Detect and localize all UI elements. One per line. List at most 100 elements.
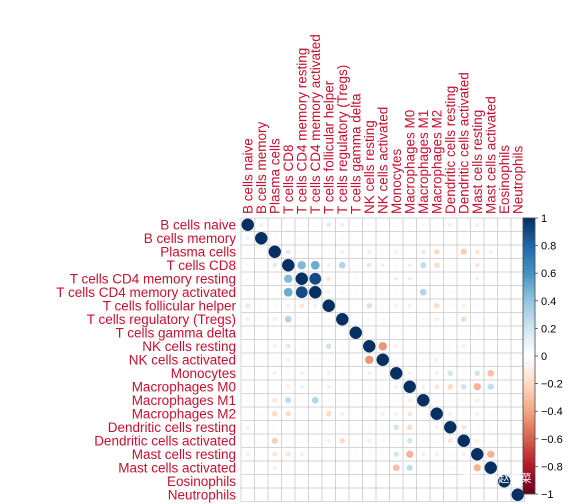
corr-circle	[475, 276, 480, 281]
corr-circle	[517, 386, 519, 388]
corr-circle	[394, 411, 399, 416]
corr-circle	[326, 438, 331, 443]
corr-circle	[340, 222, 345, 227]
corr-circle	[286, 331, 290, 335]
column-label: Monocytes	[389, 148, 404, 214]
corr-circle	[435, 344, 439, 348]
corr-circle	[354, 290, 358, 294]
correlation-circles	[241, 218, 524, 501]
column-label: Eosinophils	[497, 145, 512, 214]
column-label: Plasma cells	[267, 138, 282, 214]
corr-circle	[381, 425, 385, 429]
color-legend-ticks: 1 0.8 0.6 0.4 0.2 0 −0.2 −0.4 −0.6 −0.8 −1	[535, 213, 563, 501]
corr-circle	[327, 236, 331, 240]
corr-circle	[490, 359, 492, 361]
corr-circle	[382, 224, 384, 226]
corr-circle	[381, 304, 385, 308]
corr-circle	[448, 263, 452, 267]
corr-circle	[368, 237, 370, 239]
corr-circle	[476, 237, 478, 239]
corr-circle	[246, 371, 250, 375]
corr-circle	[328, 467, 330, 469]
corr-circle	[309, 286, 322, 299]
row-label: T cells CD4 memory activated	[56, 285, 236, 300]
corr-circle	[434, 452, 439, 457]
corr-circle	[463, 332, 465, 334]
corr-circle	[286, 466, 290, 470]
corr-circle	[284, 315, 292, 323]
corr-circle	[475, 331, 479, 335]
corr-circle	[395, 494, 397, 496]
corr-circle	[462, 277, 466, 281]
corr-circle	[340, 249, 345, 254]
corr-circle	[475, 358, 479, 362]
corr-circle	[272, 451, 278, 457]
corr-circle	[517, 291, 519, 293]
corr-circle	[327, 317, 331, 321]
corr-circle	[393, 424, 400, 431]
corr-circle	[409, 480, 411, 482]
corr-circle	[273, 425, 277, 429]
color-bar	[522, 217, 536, 495]
corr-circle	[313, 358, 317, 362]
corr-circle	[272, 465, 277, 470]
corr-circle	[355, 386, 357, 388]
corr-circle	[327, 250, 331, 254]
corr-circle	[474, 262, 480, 268]
corr-circle	[390, 367, 403, 380]
corr-circle	[417, 394, 430, 407]
corr-circle	[259, 412, 263, 416]
corr-circle	[503, 332, 505, 334]
corr-circle	[314, 251, 316, 253]
corr-circle	[490, 318, 492, 320]
corr-circle	[286, 303, 291, 308]
corr-circle	[448, 466, 452, 470]
corr-circle	[503, 399, 505, 401]
corr-circle	[461, 452, 466, 457]
corr-circle	[447, 370, 454, 377]
corr-circle	[327, 425, 331, 429]
corr-circle	[394, 276, 399, 281]
corr-circle	[328, 494, 330, 496]
corr-circle	[355, 426, 357, 428]
corr-circle	[313, 331, 317, 335]
corr-circle	[475, 344, 479, 348]
corr-circle	[407, 263, 412, 268]
corr-circle	[300, 398, 304, 402]
corr-circle	[314, 480, 316, 482]
corr-circle	[421, 384, 426, 389]
corr-circle	[421, 371, 425, 375]
corr-circle	[503, 426, 505, 428]
corr-circle	[340, 371, 344, 375]
corr-circle	[286, 223, 290, 227]
column-label: B cells memory	[254, 121, 269, 214]
corr-circle	[407, 371, 412, 376]
corr-circle	[421, 358, 425, 362]
corr-circle	[436, 494, 438, 496]
corr-circle	[297, 261, 306, 270]
corr-circle	[409, 237, 411, 239]
corr-circle	[409, 494, 411, 496]
corr-circle	[503, 224, 505, 226]
corr-circle	[490, 332, 492, 334]
corr-circle	[382, 332, 384, 334]
column-label: NK cells resting	[362, 120, 377, 214]
corr-circle	[245, 317, 250, 322]
corr-circle	[311, 396, 319, 404]
corr-circle	[340, 277, 344, 281]
corr-circle	[395, 480, 397, 482]
corr-circle	[378, 342, 387, 351]
corr-circle	[394, 439, 398, 443]
corr-circle	[448, 277, 452, 281]
corr-circle	[247, 359, 249, 361]
corr-circle	[490, 278, 492, 280]
corr-circle	[463, 480, 465, 482]
corr-circle	[394, 249, 399, 254]
corr-circle	[462, 398, 466, 402]
corr-circle	[309, 272, 322, 285]
corr-circle	[460, 248, 467, 255]
corr-circle	[300, 412, 304, 416]
corr-circle	[447, 383, 454, 390]
